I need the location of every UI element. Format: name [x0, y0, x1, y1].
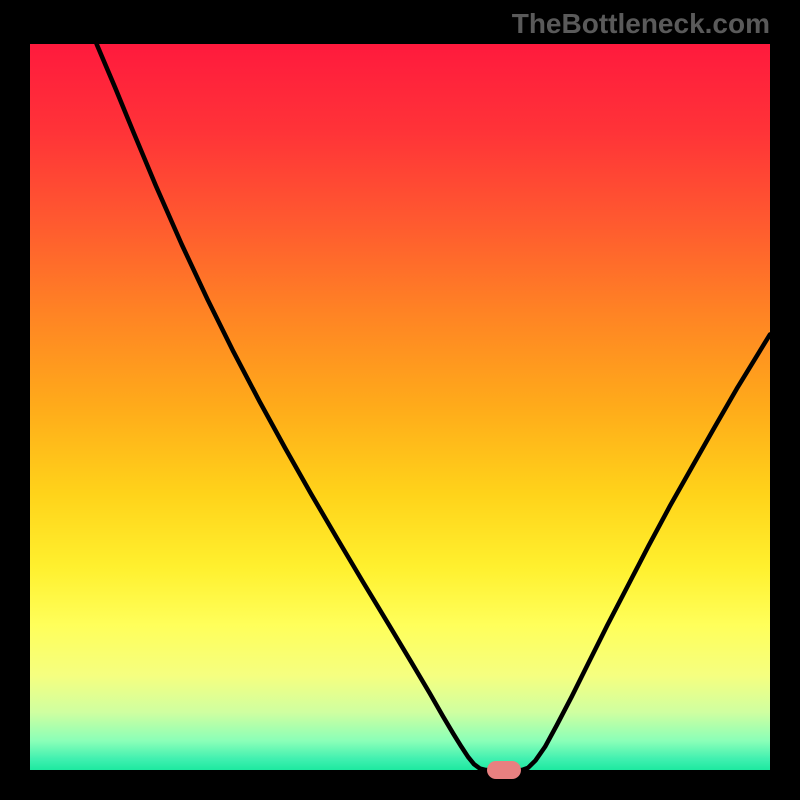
heat-gradient-background	[30, 44, 770, 770]
plot-area	[30, 44, 770, 770]
watermark-text: TheBottleneck.com	[512, 8, 770, 40]
